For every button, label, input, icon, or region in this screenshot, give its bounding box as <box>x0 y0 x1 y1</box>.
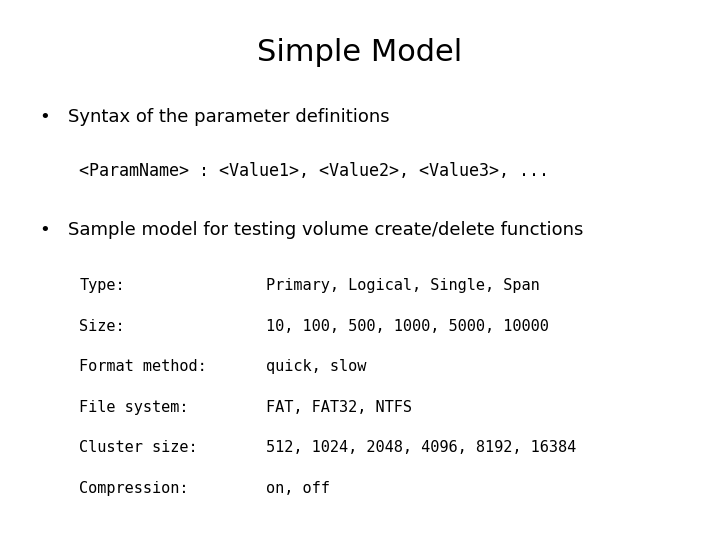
Text: Syntax of the parameter definitions: Syntax of the parameter definitions <box>68 108 390 126</box>
Text: Type:: Type: <box>79 278 125 293</box>
Text: Simple Model: Simple Model <box>257 38 463 67</box>
Text: Sample model for testing volume create/delete functions: Sample model for testing volume create/d… <box>68 221 584 239</box>
Text: 512, 1024, 2048, 4096, 8192, 16384: 512, 1024, 2048, 4096, 8192, 16384 <box>266 440 577 455</box>
Text: Format method:: Format method: <box>79 359 207 374</box>
Text: quick, slow: quick, slow <box>266 359 366 374</box>
Text: File system:: File system: <box>79 400 189 415</box>
Text: Size:: Size: <box>79 319 125 334</box>
Text: on, off: on, off <box>266 481 330 496</box>
Text: FAT, FAT32, NTFS: FAT, FAT32, NTFS <box>266 400 413 415</box>
Text: <ParamName> : <Value1>, <Value2>, <Value3>, ...: <ParamName> : <Value1>, <Value2>, <Value… <box>79 162 549 180</box>
Text: •: • <box>40 108 50 126</box>
Text: Compression:: Compression: <box>79 481 189 496</box>
Text: •: • <box>40 221 50 239</box>
Text: 10, 100, 500, 1000, 5000, 10000: 10, 100, 500, 1000, 5000, 10000 <box>266 319 549 334</box>
Text: Cluster size:: Cluster size: <box>79 440 198 455</box>
Text: Primary, Logical, Single, Span: Primary, Logical, Single, Span <box>266 278 540 293</box>
